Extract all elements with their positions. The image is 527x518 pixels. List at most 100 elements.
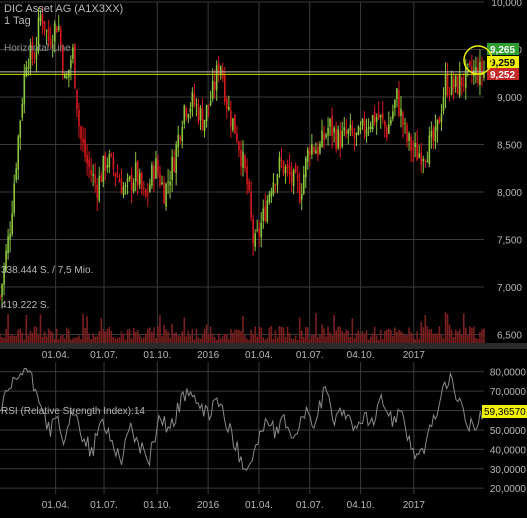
candle-body bbox=[155, 158, 157, 178]
volume-bar bbox=[337, 326, 339, 344]
rsi-axis: 80,000070,000060,000050,000040,000030,00… bbox=[490, 368, 527, 495]
candle-body bbox=[364, 118, 366, 132]
candle-body bbox=[226, 99, 228, 109]
candle-body bbox=[416, 143, 418, 161]
candle-body bbox=[404, 123, 406, 124]
candle-body bbox=[439, 118, 441, 124]
volume-bar bbox=[206, 325, 208, 344]
candle-body bbox=[17, 136, 19, 169]
volume-bar bbox=[137, 330, 139, 344]
candle-body bbox=[319, 144, 321, 153]
volume-bar bbox=[400, 331, 402, 344]
candle-body bbox=[141, 173, 143, 190]
volume-bar bbox=[244, 335, 246, 344]
volume-bar bbox=[38, 335, 40, 344]
candle-body bbox=[356, 133, 358, 135]
volume-bar bbox=[250, 329, 252, 344]
volume-bar bbox=[107, 329, 109, 344]
candle-body bbox=[384, 121, 386, 126]
candle-body bbox=[431, 131, 433, 136]
price-tick-label: 10,000 bbox=[491, 0, 522, 9]
volume-bar bbox=[111, 331, 113, 344]
volume-bar bbox=[465, 328, 467, 344]
candle-body bbox=[386, 127, 388, 137]
candle-body bbox=[285, 167, 287, 173]
candle-body bbox=[376, 117, 378, 122]
candle-body bbox=[19, 121, 21, 138]
candle-body bbox=[362, 119, 364, 125]
volume-bar bbox=[463, 313, 465, 344]
low-price-value: 9,252 bbox=[490, 70, 515, 81]
price-candles bbox=[0, 6, 485, 308]
candle-body bbox=[0, 296, 1, 297]
candle-body bbox=[24, 74, 26, 104]
volume-bar bbox=[281, 327, 283, 344]
volume-bar bbox=[319, 335, 321, 344]
price-x-tick-label: 2017 bbox=[403, 350, 426, 361]
candle-body bbox=[234, 115, 236, 134]
candle-body bbox=[303, 175, 305, 194]
candle-body bbox=[433, 129, 435, 141]
volume-bar bbox=[422, 327, 424, 344]
candle-body bbox=[331, 116, 333, 136]
candle-body bbox=[350, 125, 352, 131]
candle-body bbox=[467, 64, 469, 66]
volume-bar bbox=[234, 329, 236, 344]
candle-body bbox=[283, 161, 285, 174]
candle-body bbox=[394, 100, 396, 108]
candle-body bbox=[109, 154, 111, 167]
volume-bar bbox=[433, 334, 435, 344]
candle-body bbox=[72, 47, 74, 58]
volume-bar bbox=[232, 333, 234, 344]
candle-body bbox=[84, 140, 86, 157]
candle-body bbox=[129, 177, 131, 179]
volume-bars bbox=[0, 312, 485, 344]
candle-body bbox=[173, 158, 175, 172]
candle-body bbox=[254, 233, 256, 247]
candle-body bbox=[13, 184, 15, 213]
candle-body bbox=[40, 14, 42, 21]
candle-body bbox=[216, 65, 218, 90]
volume-bar bbox=[230, 329, 232, 344]
candle-body bbox=[426, 161, 428, 162]
volume-bar bbox=[339, 327, 341, 344]
candle-body bbox=[38, 18, 40, 46]
volume-bar bbox=[240, 331, 242, 344]
candle-body bbox=[451, 75, 453, 94]
volume-bar bbox=[147, 329, 149, 344]
candle-body bbox=[469, 62, 471, 65]
candle-body bbox=[214, 82, 216, 90]
volume-bar bbox=[26, 315, 28, 344]
candle-body bbox=[311, 144, 313, 154]
candle-body bbox=[248, 181, 250, 190]
candle-body bbox=[260, 223, 262, 237]
candle-body bbox=[100, 176, 102, 182]
volume-bar bbox=[271, 326, 273, 344]
volume-bar bbox=[473, 327, 475, 344]
candle-body bbox=[246, 166, 248, 184]
price-tick-label: 9,000 bbox=[497, 93, 522, 104]
volume-label-last: 419.222 S. bbox=[1, 300, 49, 311]
price-x-tick-label: 01.04. bbox=[245, 350, 273, 361]
candle-body bbox=[228, 107, 230, 110]
volume-bar bbox=[404, 335, 406, 344]
candle-body bbox=[143, 188, 145, 189]
volume-bar bbox=[408, 327, 410, 344]
volume-bar bbox=[372, 333, 374, 344]
volume-bar bbox=[68, 330, 70, 344]
volume-bar bbox=[113, 337, 115, 344]
volume-bar bbox=[315, 313, 317, 344]
volume-bar bbox=[341, 331, 343, 344]
candle-body bbox=[88, 160, 90, 167]
volume-bar bbox=[327, 327, 329, 344]
candle-body bbox=[1, 284, 3, 297]
volume-bar bbox=[86, 316, 88, 344]
volume-bar bbox=[394, 327, 396, 344]
price-x-tick-label: 04.10. bbox=[347, 350, 375, 361]
candle-body bbox=[188, 115, 190, 118]
price-x-tick-label: 01.10. bbox=[143, 350, 171, 361]
volume-bar bbox=[380, 330, 382, 344]
volume-label-total: 338.444 S. / 7,5 Mio. bbox=[1, 265, 93, 276]
volume-bar bbox=[285, 337, 287, 344]
candle-body bbox=[194, 94, 196, 104]
